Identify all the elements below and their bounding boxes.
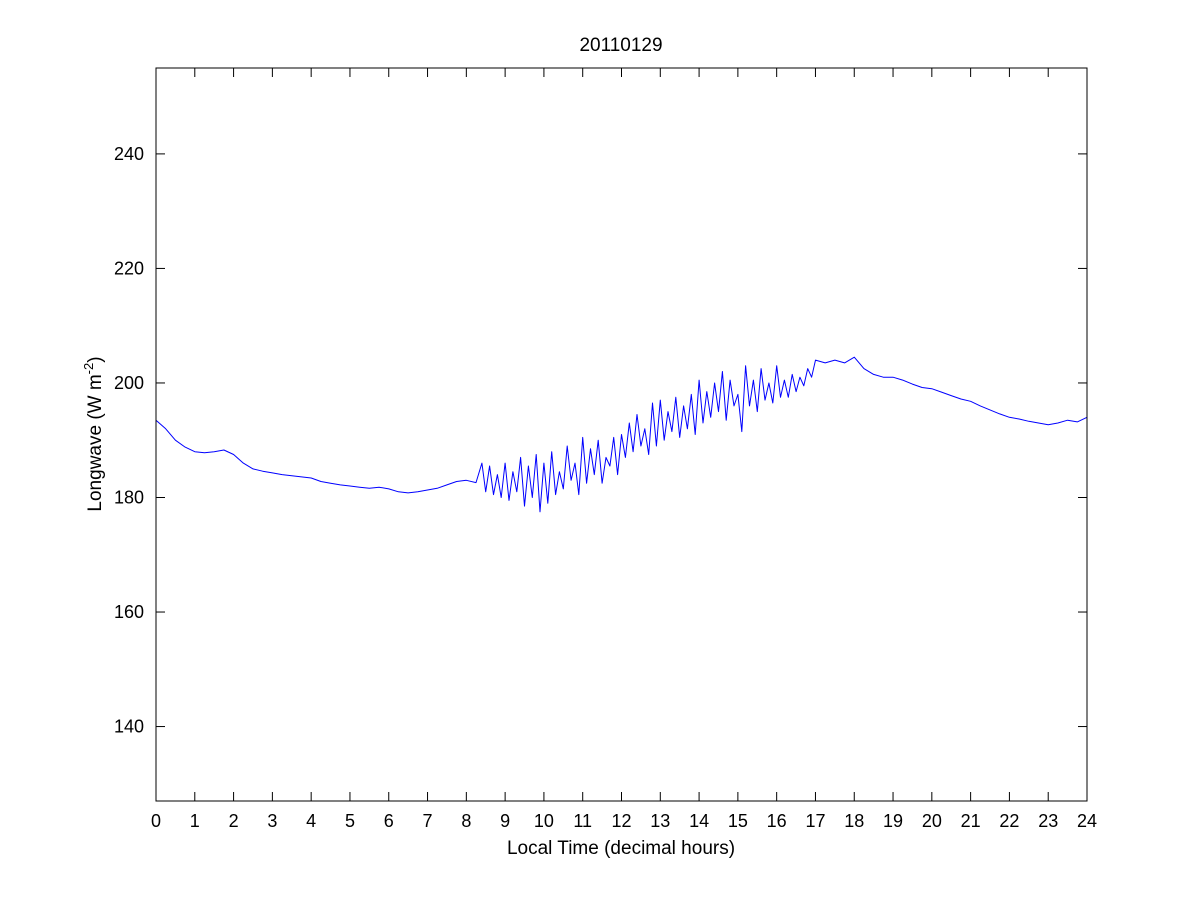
x-tick-label: 11 xyxy=(573,811,592,831)
x-tick-label: 9 xyxy=(500,811,510,831)
y-tick-label: 240 xyxy=(114,144,144,164)
data-series-group xyxy=(155,356,1088,513)
plot-frame xyxy=(155,67,1088,802)
x-tick-label: 16 xyxy=(767,811,787,831)
tick-marks-group xyxy=(155,68,1088,801)
x-tick-label: 21 xyxy=(961,811,981,831)
y-axis-label-superscript: -2 xyxy=(81,363,96,375)
x-tick-label: 2 xyxy=(229,811,239,831)
y-tick-label: 140 xyxy=(114,717,144,737)
x-tick-label: 24 xyxy=(1077,811,1097,831)
x-tick-label: 13 xyxy=(650,811,670,831)
x-tick-label: 3 xyxy=(267,811,277,831)
y-tick-label: 220 xyxy=(114,258,144,278)
x-tick-label: 12 xyxy=(611,811,631,831)
x-tick-label: 0 xyxy=(151,811,161,831)
x-tick-label: 7 xyxy=(423,811,433,831)
x-tick-label: 8 xyxy=(461,811,471,831)
x-tick-label: 18 xyxy=(844,811,864,831)
x-tick-label: 6 xyxy=(384,811,394,831)
x-axis-label: Local Time (decimal hours) xyxy=(507,838,735,859)
y-axis-label-main: Longwave (W m xyxy=(85,374,106,511)
x-tick-label: 23 xyxy=(1038,811,1058,831)
y-axis-label: Longwave (W m-2) xyxy=(81,356,106,511)
y-tick-label: 200 xyxy=(114,373,144,393)
x-tick-label: 14 xyxy=(689,811,709,831)
y-tick-label: 180 xyxy=(114,487,144,507)
y-tick-label: 160 xyxy=(114,602,144,622)
x-tick-label: 10 xyxy=(534,811,554,831)
x-tick-label: 15 xyxy=(728,811,748,831)
chart-title: 20110129 xyxy=(579,35,662,56)
x-tick-label: 1 xyxy=(190,811,200,831)
y-axis-label-close: ) xyxy=(85,356,106,362)
data-series-line-0 xyxy=(155,356,1088,513)
x-tick-label: 20 xyxy=(922,811,942,831)
x-tick-label: 19 xyxy=(883,811,903,831)
tick-labels-group: 0 1 2 3 4 5 6 7 8 9 10 11 12 13 14 15 16 17 18 19 20 21 22 23 24… xyxy=(114,144,1097,831)
x-tick-label: 17 xyxy=(805,811,825,831)
x-tick-label: 4 xyxy=(306,811,316,831)
x-tick-label: 5 xyxy=(345,811,355,831)
x-tick-label: 22 xyxy=(999,811,1019,831)
